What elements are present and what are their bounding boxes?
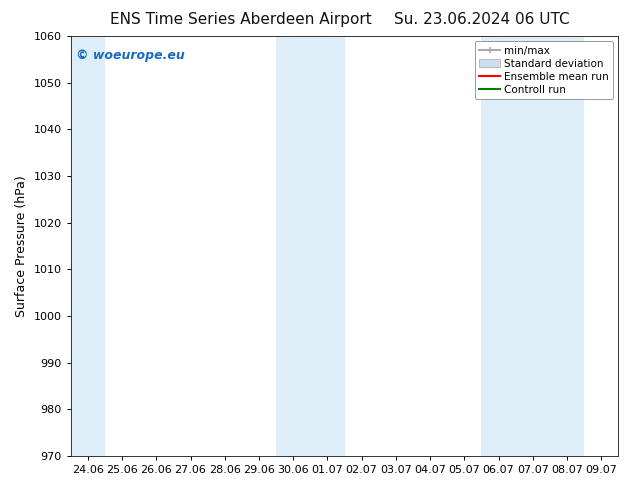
- Text: ENS Time Series Aberdeen Airport: ENS Time Series Aberdeen Airport: [110, 12, 372, 27]
- Legend: min/max, Standard deviation, Ensemble mean run, Controll run: min/max, Standard deviation, Ensemble me…: [475, 41, 613, 99]
- Bar: [481, 36, 584, 456]
- Text: Su. 23.06.2024 06 UTC: Su. 23.06.2024 06 UTC: [394, 12, 570, 27]
- Y-axis label: Surface Pressure (hPa): Surface Pressure (hPa): [15, 175, 28, 317]
- Text: © woeurope.eu: © woeurope.eu: [76, 49, 185, 62]
- Bar: [71, 36, 105, 456]
- Bar: [276, 36, 344, 456]
